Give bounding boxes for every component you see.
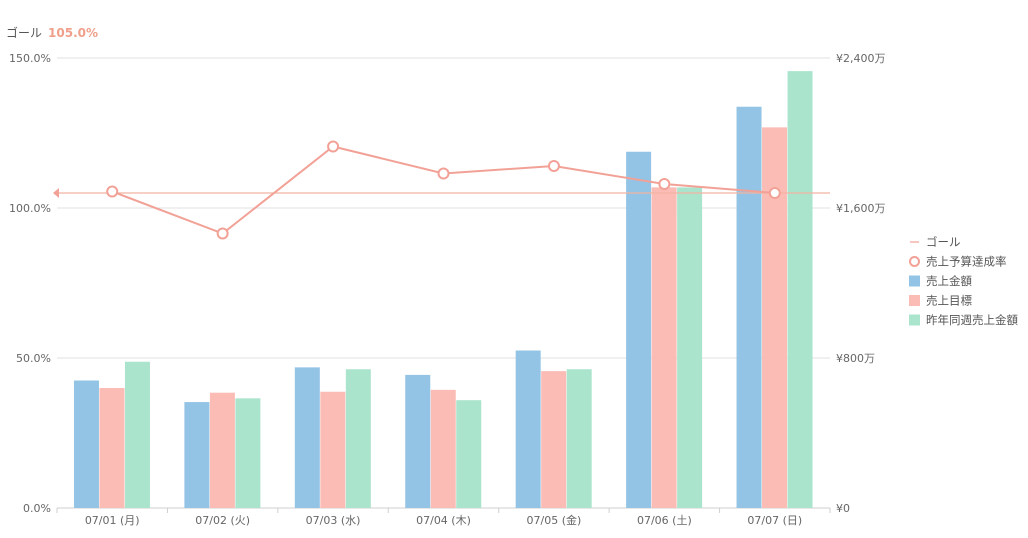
goal-value: 105.0% (48, 26, 98, 40)
bar-1 (515, 350, 541, 508)
bar-2 (651, 187, 677, 508)
left-tick-label: 0.0% (23, 502, 51, 515)
left-tick-label: 150.0% (9, 52, 51, 65)
bar-3 (235, 398, 261, 508)
goal-marker (53, 188, 59, 198)
goal-line-group (53, 188, 830, 198)
rate-point (216, 227, 229, 240)
bar-3 (677, 187, 703, 508)
goal-label: ゴール (6, 26, 43, 40)
x-tick-label: 07/04 (木) (416, 514, 471, 527)
left-tick-label: 100.0% (9, 202, 51, 215)
right-axis: ¥0 ¥800万 ¥1,600万 ¥2,400万 (836, 52, 886, 515)
bar-3 (124, 361, 150, 508)
right-tick-label: ¥1,600万 (836, 202, 886, 215)
bar-3 (345, 369, 371, 508)
bar-3 (566, 369, 592, 508)
bar-2 (209, 392, 235, 508)
rate-point (437, 167, 450, 180)
x-axis: 07/01 (月) 07/02 (火) 07/03 (水) 07/04 (木) 07/0… (56, 508, 831, 527)
bar-2 (762, 127, 788, 508)
legend-swatch (909, 275, 920, 287)
bar-1 (184, 402, 210, 508)
rate-point (106, 185, 119, 198)
legend-label: 売上金額 (926, 274, 972, 288)
rate-point (658, 178, 671, 190)
right-tick-label: ¥2,400万 (836, 52, 886, 65)
x-tick-label: 07/01 (月) (85, 514, 140, 527)
bar-group (73, 71, 813, 508)
rate-point (768, 187, 781, 199)
x-tick-label: 07/06 (土) (637, 514, 692, 527)
bar-3 (787, 71, 813, 508)
right-tick-label: ¥800万 (836, 352, 875, 365)
bar-2 (99, 388, 125, 508)
legend-swatch-rate (909, 256, 920, 267)
x-tick-label: 07/03 (水) (306, 514, 361, 527)
bar-1 (294, 367, 320, 508)
left-axis: 0.0% 50.0% 100.0% 150.0% (9, 52, 51, 515)
legend-swatch (909, 295, 920, 306)
bar-1 (736, 106, 762, 508)
rate-point (327, 140, 340, 153)
legend-label: ゴール (926, 235, 961, 249)
bar-2 (320, 391, 346, 508)
legend-label: 売上目標 (926, 294, 972, 308)
rate-line-group (106, 140, 781, 240)
right-tick-label: ¥0 (836, 502, 850, 515)
goal-header: ゴール 105.0% (6, 24, 98, 41)
legend-label: 昨年同週売上金額 (926, 313, 1018, 327)
x-tick-label: 07/02 (火) (195, 514, 250, 527)
bar-3 (456, 400, 482, 508)
x-tick-label: 07/05 (金) (527, 513, 582, 527)
bar-2 (430, 389, 456, 508)
rate-point (547, 160, 560, 172)
bar-2 (541, 371, 567, 508)
bar-1 (73, 380, 99, 508)
bar-1 (405, 374, 431, 508)
x-tick-label: 07/07 (日) (747, 514, 802, 527)
bar-1 (626, 151, 652, 508)
legend-swatch (909, 314, 920, 326)
legend-label: 売上予算達成率 (926, 255, 1007, 269)
left-tick-label: 50.0% (16, 352, 51, 365)
